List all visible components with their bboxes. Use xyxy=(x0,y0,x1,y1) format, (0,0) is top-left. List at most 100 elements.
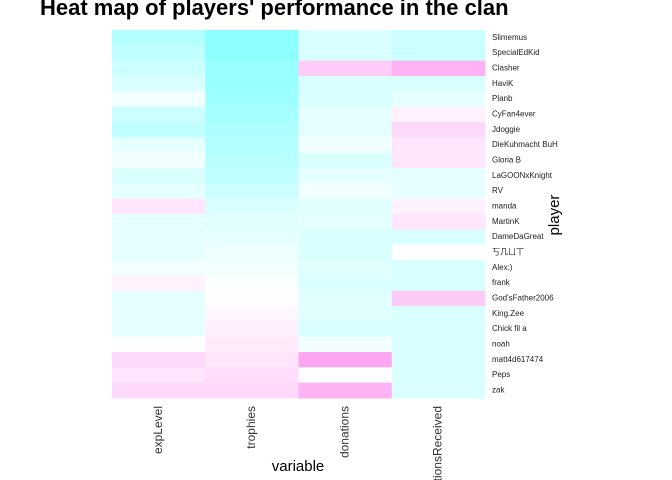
y-axis-label: player xyxy=(546,195,563,236)
heat-cell xyxy=(205,122,299,138)
y-tick-label: Slimemus xyxy=(492,33,527,42)
heat-cell xyxy=(391,275,486,292)
y-tick-label: King.Zee xyxy=(492,309,525,318)
heat-cell xyxy=(391,290,486,307)
heat-cell xyxy=(298,352,393,368)
heat-cell xyxy=(391,214,486,230)
y-tick-label: DameDaGreat xyxy=(492,232,544,241)
heat-cell xyxy=(205,183,299,200)
heat-cell xyxy=(298,214,393,230)
heat-cell xyxy=(298,367,393,384)
heat-cell xyxy=(112,91,206,108)
heat-cell xyxy=(112,352,206,368)
heat-cell xyxy=(112,336,206,353)
heat-cell xyxy=(298,290,393,307)
heat-cell xyxy=(298,336,393,353)
y-tick-label: Alex:) xyxy=(492,263,513,272)
y-tick-label: frank xyxy=(492,278,511,287)
heat-cell xyxy=(205,91,299,108)
heat-cell xyxy=(391,60,486,77)
heat-cell xyxy=(391,229,486,246)
heat-cell xyxy=(205,198,299,215)
x-axis-label: variable xyxy=(272,458,325,475)
heat-cell xyxy=(391,30,486,46)
heat-cell xyxy=(112,275,206,292)
heat-cell xyxy=(391,152,486,169)
heat-cell xyxy=(205,290,299,307)
heat-cell xyxy=(298,122,393,138)
y-tick-label: zak xyxy=(492,385,505,394)
heat-cell xyxy=(298,106,393,123)
heat-cell xyxy=(112,122,206,138)
x-tick-label: donationsReceived xyxy=(431,406,445,480)
y-tick-label: SpecialEdKid xyxy=(492,48,540,57)
heat-cell xyxy=(391,183,486,200)
y-tick-label: Chick fil a xyxy=(492,324,527,333)
heat-cell xyxy=(391,45,486,62)
heat-cell xyxy=(112,183,206,200)
chart-title: Heat map of players' performance in the … xyxy=(40,0,509,20)
heat-cell xyxy=(205,152,299,169)
y-tick-label: noah xyxy=(492,339,510,348)
heat-cell xyxy=(391,76,486,92)
y-tick-label: MartinK xyxy=(492,217,520,226)
y-tick-label: RV xyxy=(492,186,504,195)
y-tick-label: DieKuhmacht BuH xyxy=(492,140,558,149)
heat-cell xyxy=(112,137,206,154)
heat-cell xyxy=(112,229,206,246)
heat-cell xyxy=(112,60,206,77)
heat-cell xyxy=(298,168,393,184)
heat-cell xyxy=(205,106,299,123)
heat-cell xyxy=(298,45,393,62)
y-tick-label: CyFan4ever xyxy=(492,109,536,118)
heat-cell xyxy=(298,30,393,46)
heat-cell xyxy=(298,137,393,154)
heat-cell xyxy=(391,382,486,399)
heat-cell xyxy=(205,244,299,261)
heat-cell xyxy=(298,76,393,92)
heat-cell xyxy=(205,214,299,230)
heat-cell xyxy=(205,30,299,46)
heat-cell xyxy=(298,60,393,77)
heat-cell xyxy=(391,260,486,276)
heat-cell xyxy=(298,382,393,399)
x-tick-label: expLevel xyxy=(151,406,165,454)
heat-cell xyxy=(112,367,206,384)
heat-cell xyxy=(112,106,206,123)
x-tick-label: trophies xyxy=(244,406,258,449)
heat-cell xyxy=(298,152,393,169)
y-tick-label: Gloria B xyxy=(492,155,521,164)
heat-cell xyxy=(391,306,486,322)
y-tick-label: 丂几ㄩ丅 xyxy=(492,247,524,256)
heat-cell xyxy=(112,30,206,46)
heat-cell xyxy=(298,183,393,200)
heat-cell xyxy=(298,244,393,261)
heat-cell xyxy=(112,214,206,230)
heat-cell xyxy=(112,321,206,338)
heat-cell xyxy=(205,321,299,338)
heat-cell xyxy=(205,229,299,246)
heat-cell xyxy=(112,244,206,261)
heat-cell xyxy=(391,336,486,353)
heat-cell xyxy=(391,198,486,215)
heat-cell xyxy=(205,45,299,62)
heat-cell xyxy=(205,336,299,353)
heat-cell xyxy=(391,168,486,184)
y-tick-label: Planb xyxy=(492,94,513,103)
heat-cell xyxy=(205,275,299,292)
heat-cell xyxy=(112,198,206,215)
y-tick-label: manda xyxy=(492,201,517,210)
y-tick-label: God'sFather2006 xyxy=(492,293,554,302)
heat-cell xyxy=(391,106,486,123)
heat-cell xyxy=(298,198,393,215)
heat-cell xyxy=(205,367,299,384)
heat-cell xyxy=(391,352,486,368)
heat-cell xyxy=(112,168,206,184)
heat-cell xyxy=(298,260,393,276)
y-tick-label: HaviK xyxy=(492,79,514,88)
heat-cell xyxy=(298,91,393,108)
y-tick-label: matt4d617474 xyxy=(492,355,544,364)
heat-cell xyxy=(298,275,393,292)
heat-cell xyxy=(391,91,486,108)
